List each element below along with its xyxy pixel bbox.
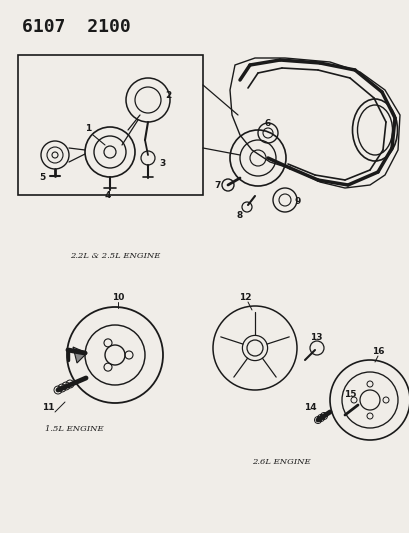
Text: 11: 11 bbox=[42, 403, 54, 413]
Text: 12: 12 bbox=[238, 294, 251, 303]
Text: 2.6L ENGINE: 2.6L ENGINE bbox=[252, 458, 310, 466]
Text: 10: 10 bbox=[112, 293, 124, 302]
Bar bbox=[18, 55, 202, 195]
Text: 8: 8 bbox=[236, 211, 243, 220]
Text: 13: 13 bbox=[309, 334, 321, 343]
Text: 7: 7 bbox=[214, 181, 220, 190]
Text: 1: 1 bbox=[85, 124, 91, 133]
Text: 4: 4 bbox=[105, 190, 111, 199]
Polygon shape bbox=[73, 347, 87, 363]
Text: 5: 5 bbox=[39, 173, 45, 182]
Text: 2.2L & 2.5L ENGINE: 2.2L & 2.5L ENGINE bbox=[70, 252, 160, 260]
Text: 2: 2 bbox=[164, 91, 171, 100]
Text: 15: 15 bbox=[343, 391, 355, 400]
Text: 1.5L ENGINE: 1.5L ENGINE bbox=[45, 425, 103, 433]
Text: 6107  2100: 6107 2100 bbox=[22, 18, 130, 36]
Text: 9: 9 bbox=[294, 198, 301, 206]
Text: 14: 14 bbox=[303, 403, 315, 413]
Text: 3: 3 bbox=[160, 158, 166, 167]
Text: 6: 6 bbox=[264, 118, 270, 127]
Text: 16: 16 bbox=[371, 348, 383, 357]
